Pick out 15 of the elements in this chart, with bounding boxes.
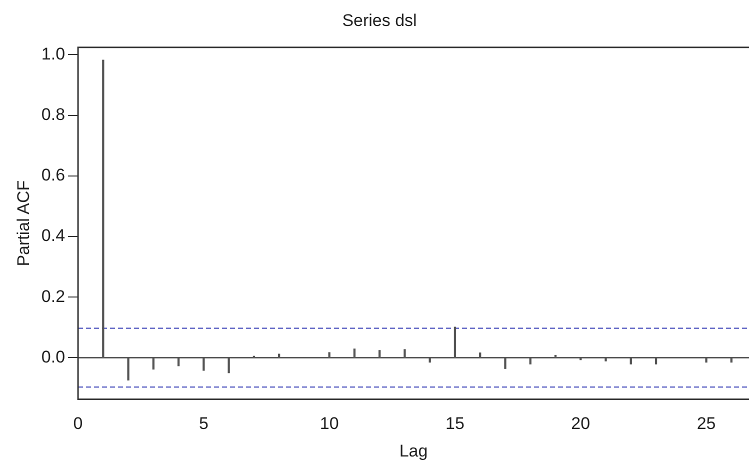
y-tick-label: 0.6 (41, 166, 66, 185)
x-tick-label: 10 (320, 414, 339, 434)
x-tick-label: 0 (73, 414, 83, 434)
x-tick-label: 15 (446, 414, 464, 434)
y-tick-label: 1.0 (41, 44, 66, 64)
y-axis-title: Partial ACF (14, 180, 33, 266)
y-tick-label: 0.0 (41, 347, 66, 366)
x-tick-label: 20 (571, 414, 590, 434)
y-tick-label: 0.4 (41, 226, 66, 246)
x-axis-title: Lag (399, 441, 428, 460)
y-tick-label: 0.2 (41, 286, 66, 306)
chart-title: Series dsl (342, 10, 417, 30)
x-tick-label: 5 (198, 414, 208, 434)
x-tick-label: 25 (696, 414, 716, 434)
y-tick-label: 0.8 (41, 104, 66, 124)
